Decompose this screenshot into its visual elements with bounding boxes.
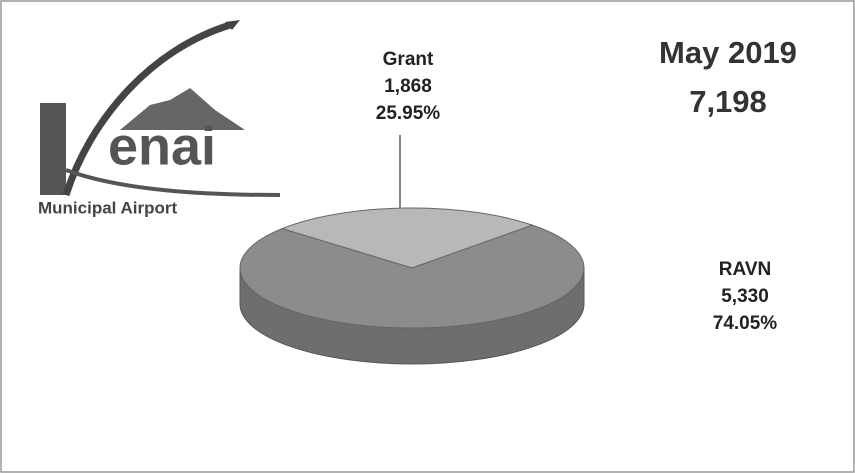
logo-swoosh xyxy=(62,21,232,197)
slice-percent: 74.05% xyxy=(713,313,778,334)
pie-slice xyxy=(280,207,534,269)
logo-subtitle: Municipal Airport xyxy=(38,198,177,217)
pie-slice xyxy=(239,224,585,329)
slice-value: 1,868 xyxy=(384,76,432,97)
chart-subtitle: 7,198 xyxy=(689,84,767,119)
slice-label: RAVN xyxy=(719,259,771,280)
slice-percent: 25.95% xyxy=(376,103,441,124)
slice-label: Grant xyxy=(383,49,434,70)
logo-plane xyxy=(225,20,240,30)
logo-k-stem xyxy=(40,103,66,195)
logo-text: enai xyxy=(108,116,216,176)
logo: enai Municipal Airport xyxy=(38,20,281,217)
logo-mountain xyxy=(120,88,245,130)
logo-runway xyxy=(65,168,281,197)
chart-title: May 2019 xyxy=(659,35,797,70)
slice-value: 5,330 xyxy=(721,286,769,307)
